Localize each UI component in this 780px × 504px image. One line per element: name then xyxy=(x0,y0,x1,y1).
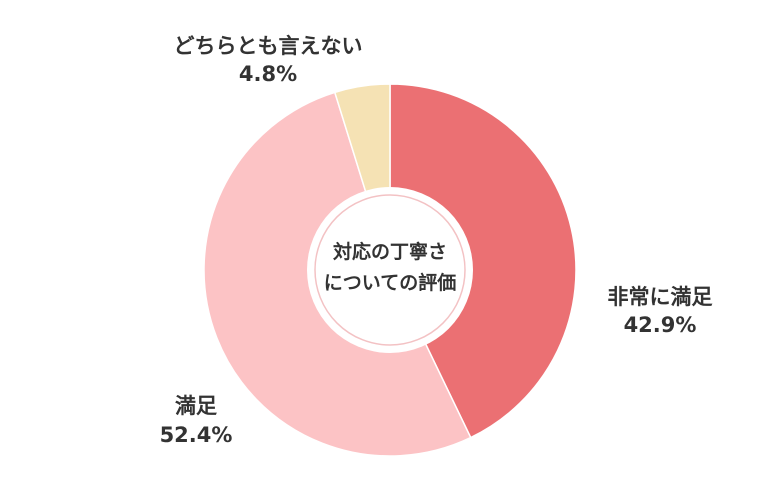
slice-name-satisfied: 満足 xyxy=(175,394,217,418)
center-label-line-1: 対応の丁寧さ xyxy=(332,240,447,263)
slice-label-neutral: どちらとも言えない 4.8% xyxy=(174,34,363,86)
slice-value-very-satisfied: 42.9% xyxy=(624,313,697,337)
center-label-line-2: についての評価 xyxy=(324,271,456,294)
slice-value-neutral: 4.8% xyxy=(239,62,297,86)
slice-value-satisfied: 52.4% xyxy=(160,423,233,447)
slice-name-neutral: どちらとも言えない xyxy=(174,34,363,58)
slice-very-satisfied xyxy=(389,83,577,439)
slices-layer xyxy=(203,83,577,457)
center-hole: 対応の丁寧さ についての評価 xyxy=(307,187,473,353)
slice-label-satisfied: 満足 52.4% xyxy=(160,394,233,447)
slice-label-very-satisfied: 非常に満足 42.9% xyxy=(608,285,713,337)
slice-name-very-satisfied: 非常に満足 xyxy=(608,285,713,309)
